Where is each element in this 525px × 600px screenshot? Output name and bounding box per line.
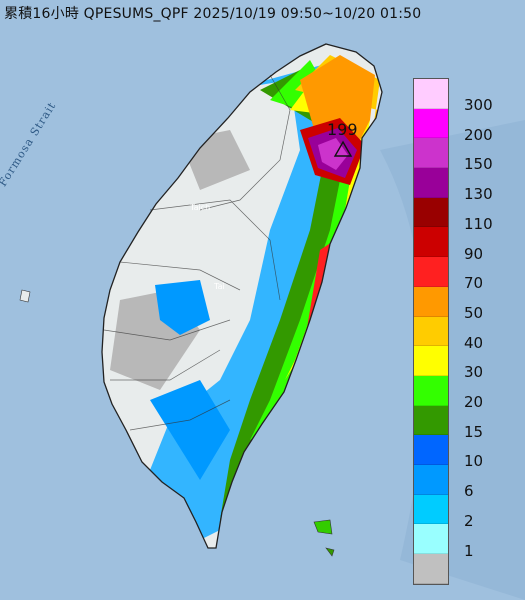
- legend-label: 110: [464, 214, 493, 233]
- legend-swatch: [414, 405, 448, 436]
- legend-swatch: [414, 435, 448, 465]
- county-boundaries: [103, 74, 291, 431]
- legend-label: 300: [464, 96, 493, 114]
- penghu-island: [19, 289, 31, 303]
- legend-label: 200: [464, 125, 493, 144]
- legend-label: 2: [464, 511, 474, 530]
- legend-swatch: [414, 346, 448, 376]
- legend-label: 70: [464, 274, 484, 293]
- city-label-tai: Tai: [214, 282, 225, 291]
- legend-label: 50: [464, 303, 484, 322]
- legend-swatch: [414, 197, 448, 228]
- taiwan-outline: [101, 43, 383, 549]
- legend-label: 30: [464, 363, 484, 382]
- legend-swatch: [414, 524, 448, 554]
- legend-label: 6: [464, 482, 474, 501]
- legend-swatch: [414, 79, 448, 109]
- legend-swatch: [414, 464, 448, 495]
- green-island: [313, 519, 333, 535]
- legend-label: 150: [464, 155, 493, 174]
- legend-swatch: [414, 168, 448, 198]
- city-label-taichung: Taich: [190, 203, 211, 212]
- legend-label: 20: [464, 393, 484, 411]
- legend-swatch: [414, 494, 448, 525]
- legend-label: 130: [464, 185, 493, 204]
- legend-swatch: [414, 227, 448, 258]
- legend-swatch: [414, 108, 448, 139]
- legend-swatch: [414, 257, 448, 287]
- legend-label: 90: [464, 244, 484, 263]
- map-title: 累積16小時 QPESUMS_QPF 2025/10/19 09:50~10/2…: [4, 6, 422, 22]
- legend-swatch: [414, 286, 448, 317]
- legend-label: 10: [464, 452, 484, 471]
- legend-swatch: [414, 554, 448, 584]
- legend-label: 1: [464, 541, 474, 560]
- legend-swatch: [414, 375, 448, 406]
- rainfall-layer: [102, 44, 382, 548]
- max-rainfall-label: 199: [327, 120, 358, 139]
- legend-color-bar: [413, 78, 449, 585]
- triangle-icon: [333, 140, 353, 157]
- legend-label: 15: [464, 422, 484, 441]
- orchid-island: [325, 547, 335, 557]
- legend-swatch: [414, 138, 448, 169]
- legend-label: 40: [464, 333, 484, 352]
- legend-swatch: [414, 316, 448, 347]
